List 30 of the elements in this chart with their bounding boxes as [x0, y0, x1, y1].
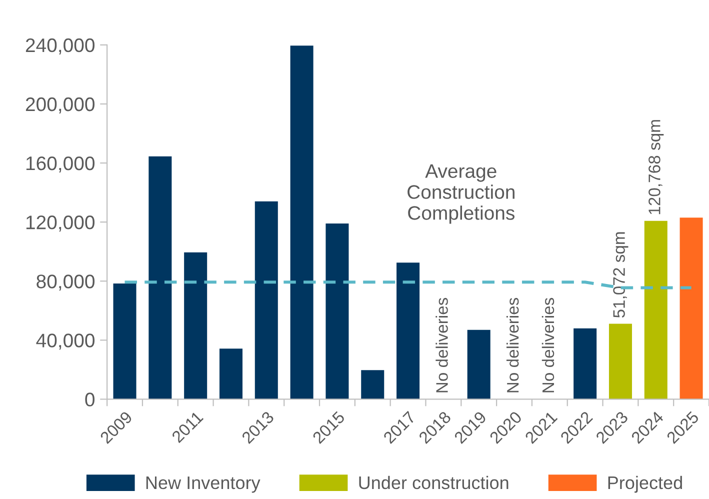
- y-tick-label: 40,000: [36, 334, 94, 350]
- y-tick-label: 240,000: [26, 38, 94, 54]
- bar: [644, 220, 668, 400]
- data-label: 51,072 sqm: [613, 232, 628, 318]
- bar: [574, 328, 597, 400]
- bar: [184, 252, 208, 400]
- y-tick-label: 0: [85, 392, 94, 406]
- bar: [361, 370, 384, 400]
- bar: [326, 224, 349, 400]
- bar: [467, 330, 490, 400]
- bar: [396, 262, 420, 400]
- text: No deliveries: [542, 298, 554, 392]
- y-tick-label: 200,000: [26, 97, 94, 114]
- bar: [290, 46, 314, 400]
- bar: [113, 283, 136, 400]
- annotation: Average Construction Completions: [408, 164, 514, 224]
- data-label: 120,768 sqm: [648, 120, 664, 214]
- y-tick-label: 80,000: [36, 274, 94, 291]
- legend-label: Under construction: [359, 476, 508, 490]
- bar: [219, 348, 242, 400]
- y-tick-label: 160,000: [26, 156, 94, 173]
- bar: [608, 324, 632, 400]
- legend-label: Projected: [608, 476, 682, 493]
- text: No deliveries: [436, 298, 448, 392]
- bar: [254, 201, 278, 400]
- legend-label: New Inventory: [146, 476, 260, 493]
- bar: [148, 156, 172, 400]
- y-tick-label: 120,000: [26, 216, 94, 232]
- text: No deliveries: [506, 298, 519, 392]
- bar: [680, 218, 703, 400]
